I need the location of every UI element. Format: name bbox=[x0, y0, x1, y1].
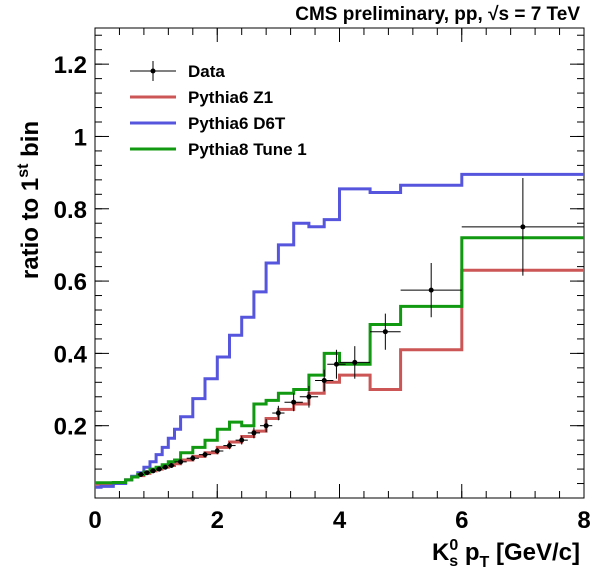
y-tick-label: 0.8 bbox=[54, 197, 87, 224]
data-point bbox=[226, 443, 232, 449]
data-point bbox=[251, 430, 257, 436]
data-point bbox=[202, 452, 208, 458]
legend-entry-pythia8-tune-1: Pythia8 Tune 1 bbox=[130, 140, 307, 159]
data-point bbox=[239, 437, 245, 443]
x-tick-label: 6 bbox=[455, 507, 468, 534]
y-axis-title: ratio to 1st bin bbox=[15, 121, 44, 279]
data-point bbox=[178, 459, 184, 465]
legend-label: Pythia6 Z1 bbox=[188, 88, 273, 107]
y-tick-label: 0.6 bbox=[54, 269, 87, 296]
data-point bbox=[352, 359, 358, 365]
data-point bbox=[168, 462, 174, 468]
x-tick-label: 2 bbox=[211, 507, 224, 534]
data-point bbox=[190, 455, 196, 461]
legend-label: Pythia8 Tune 1 bbox=[188, 140, 307, 159]
data-point bbox=[428, 287, 434, 293]
series-pythia6-z1-line bbox=[95, 268, 584, 486]
x-tick-label: 4 bbox=[333, 507, 347, 534]
x-axis-title: K0 s pT [GeV/c] bbox=[432, 537, 580, 571]
legend-label: Data bbox=[188, 62, 225, 81]
y-tick-label: 0.4 bbox=[54, 341, 88, 368]
data-point bbox=[306, 394, 312, 400]
data-point bbox=[162, 464, 168, 470]
legend-entry-pythia6-z1: Pythia6 Z1 bbox=[130, 88, 273, 107]
data-point bbox=[214, 448, 220, 454]
x-tick-label: 0 bbox=[88, 507, 101, 534]
data-point bbox=[321, 378, 327, 383]
data-point bbox=[333, 361, 339, 367]
y-tick-label: 0.2 bbox=[54, 414, 87, 441]
legend-label: Pythia6 D6T bbox=[188, 114, 286, 133]
data-point bbox=[144, 470, 150, 476]
legend-marker-point bbox=[150, 68, 156, 74]
y-tick-label: 1.2 bbox=[54, 52, 87, 79]
y-tick-label: 1 bbox=[74, 124, 87, 151]
x-tick-label: 8 bbox=[577, 507, 590, 534]
legend-entry-pythia6-d6t: Pythia6 D6T bbox=[130, 114, 286, 133]
chart-title: CMS preliminary, pp, √s = 7 TeV bbox=[295, 4, 580, 25]
data-point bbox=[275, 410, 281, 416]
series-data bbox=[137, 178, 584, 477]
series-pythia6-d6t-line bbox=[95, 172, 584, 489]
data-point bbox=[138, 472, 144, 477]
data-point bbox=[150, 468, 156, 474]
data-point bbox=[263, 423, 269, 429]
data-point bbox=[520, 224, 526, 230]
data-point bbox=[382, 329, 388, 335]
legend-entry-data: Data bbox=[130, 61, 225, 81]
data-point bbox=[156, 466, 162, 472]
data-point bbox=[291, 399, 297, 405]
